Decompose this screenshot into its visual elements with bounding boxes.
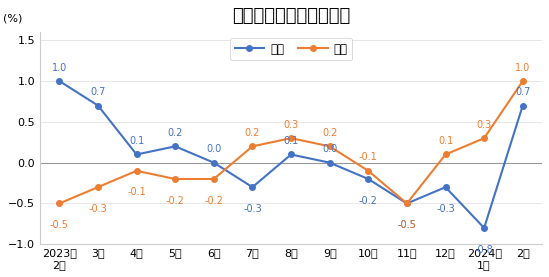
环比 [288,137,294,140]
环比 [481,137,488,140]
Text: 0.0: 0.0 [206,144,221,154]
Text: -0.3: -0.3 [88,204,108,214]
同比 [326,161,333,164]
Text: -0.1: -0.1 [359,153,378,163]
Text: -0.8: -0.8 [475,245,494,255]
环比 [56,202,63,205]
Text: 0.3: 0.3 [283,120,299,130]
同比 [404,202,410,205]
Line: 同比: 同比 [57,78,525,231]
环比 [365,169,372,173]
Text: -0.3: -0.3 [243,204,262,214]
环比 [249,145,256,148]
Text: 0.0: 0.0 [322,144,337,154]
Text: -0.5: -0.5 [50,220,69,230]
Text: -0.5: -0.5 [397,220,416,230]
同比 [94,104,101,107]
Y-axis label: (%): (%) [3,14,22,24]
Text: -0.2: -0.2 [359,196,378,206]
Text: 1.0: 1.0 [515,63,530,73]
同比 [481,226,488,230]
Text: 0.2: 0.2 [245,128,260,138]
环比 [172,177,178,181]
Text: 0.3: 0.3 [477,120,492,130]
同比 [365,177,372,181]
同比 [249,186,256,189]
Text: 0.1: 0.1 [283,136,299,146]
Text: -0.1: -0.1 [127,188,146,198]
环比 [133,169,140,173]
环比 [94,186,101,189]
Text: -0.3: -0.3 [436,204,455,214]
Text: 0.1: 0.1 [129,136,144,146]
Text: 0.2: 0.2 [322,128,337,138]
同比 [133,153,140,156]
Title: 全国居民消费价格涨跌幅: 全国居民消费价格涨跌幅 [232,7,350,25]
Text: 0.7: 0.7 [90,87,105,97]
同比 [442,186,449,189]
Text: 0.2: 0.2 [167,128,183,138]
Legend: 同比, 环比: 同比, 环比 [230,38,352,60]
同比 [210,161,217,164]
环比 [326,145,333,148]
同比 [56,79,63,83]
环比 [404,202,410,205]
Text: -0.2: -0.2 [204,196,223,206]
环比 [519,79,526,83]
环比 [210,177,217,181]
Text: -0.2: -0.2 [166,196,184,206]
同比 [172,145,178,148]
同比 [519,104,526,107]
Text: 1.0: 1.0 [52,63,67,73]
环比 [442,153,449,156]
Line: 环比: 环比 [57,78,525,206]
Text: 0.7: 0.7 [515,87,530,97]
Text: -0.5: -0.5 [397,220,416,230]
同比 [288,153,294,156]
Text: 0.1: 0.1 [438,136,453,146]
